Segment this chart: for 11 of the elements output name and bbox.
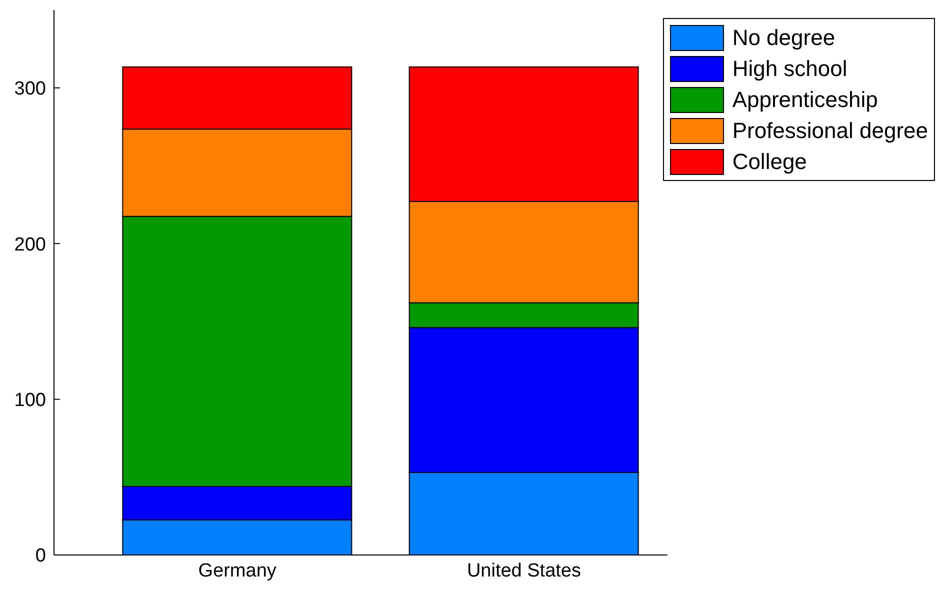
legend-label: No degree: [732, 24, 836, 50]
x-tick-label: Germany: [198, 560, 277, 582]
legend-label: High school: [732, 56, 848, 82]
legend-label: College: [732, 148, 807, 174]
y-tick-label: 200: [14, 234, 46, 256]
y-tick-label: 0: [35, 546, 46, 567]
y-tick-label: 100: [14, 390, 46, 412]
legend-label: Apprenticeship: [732, 86, 878, 112]
legend-label: Professional degree: [732, 118, 928, 144]
x-tick-label: United States: [466, 560, 582, 582]
y-tick-label: 300: [14, 78, 46, 100]
